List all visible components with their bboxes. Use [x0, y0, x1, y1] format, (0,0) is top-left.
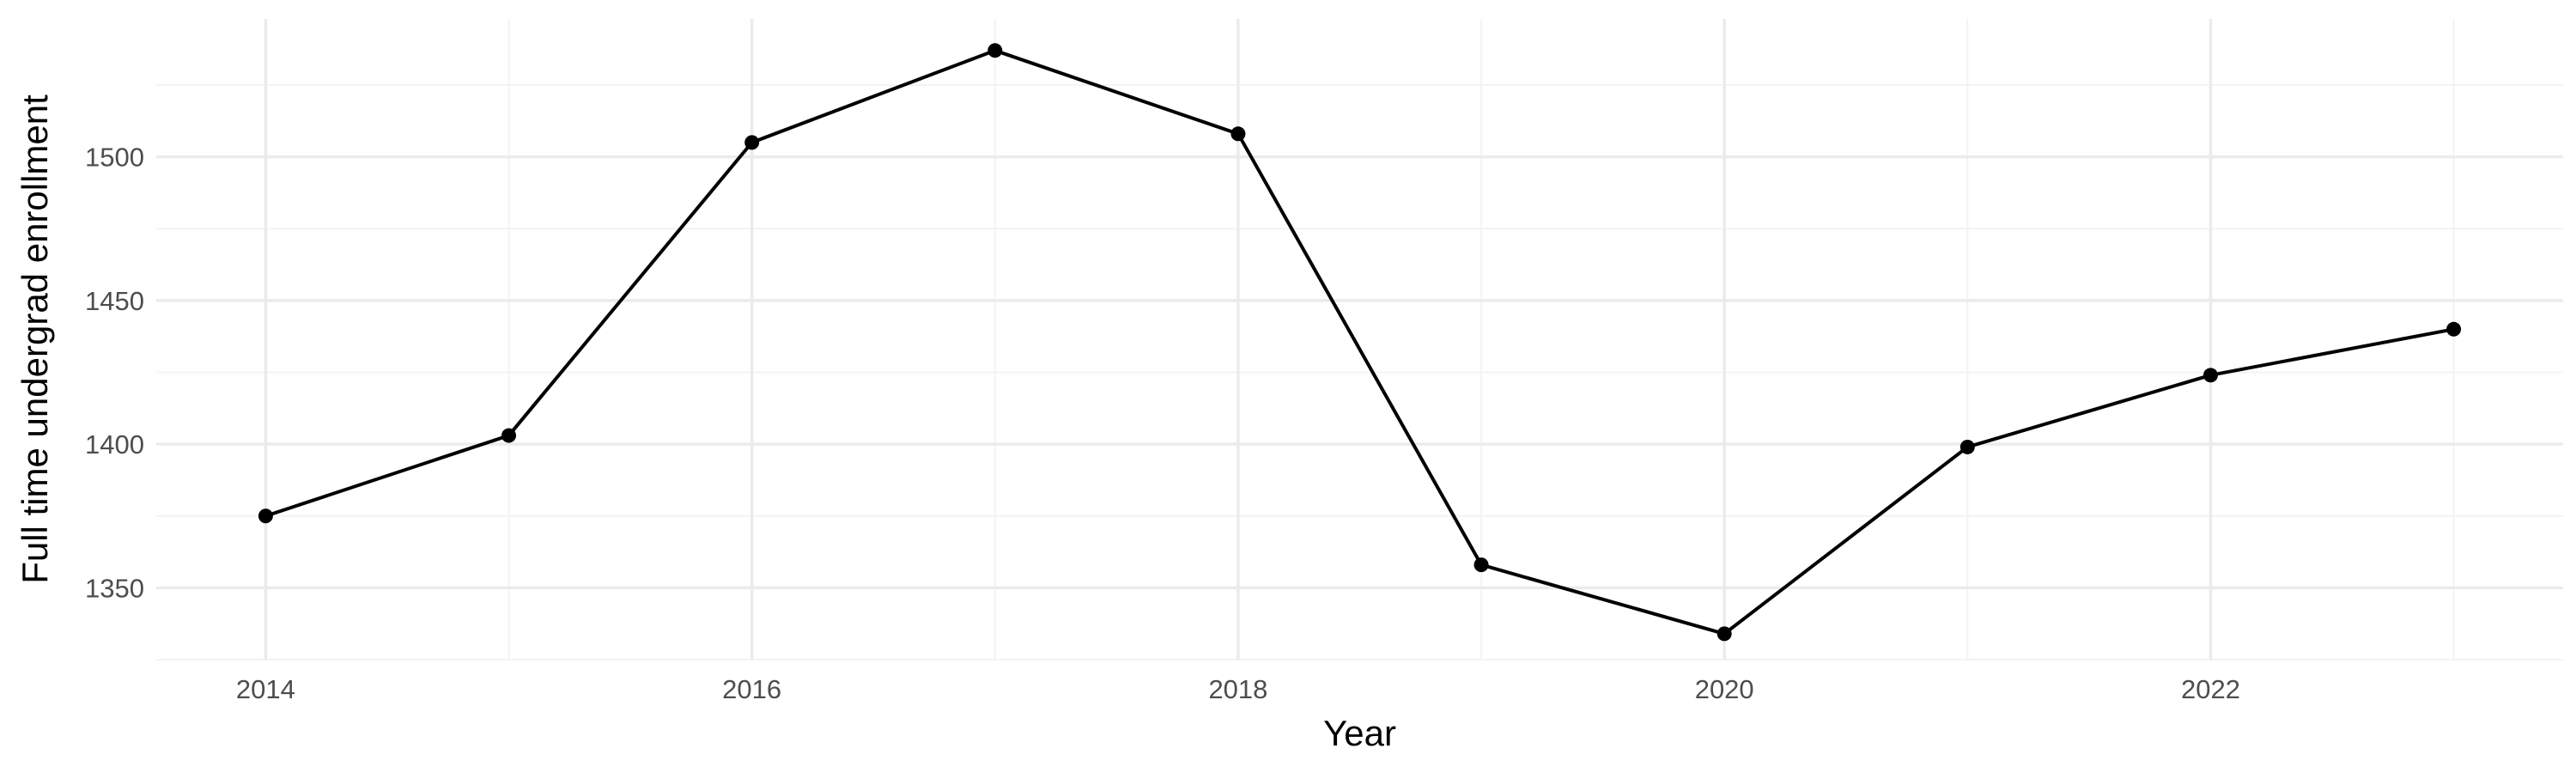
- x-tick-label: 2018: [1208, 674, 1267, 704]
- y-axis-title: Full time undergrad enrollment: [15, 94, 55, 584]
- y-tick-label: 1350: [85, 573, 144, 603]
- x-axis-tick-labels: 2014 2016 2018 2020 2022: [236, 674, 2240, 704]
- x-tick-label: 2014: [236, 674, 295, 704]
- data-point-2021: [1959, 439, 1975, 454]
- data-point-2023: [2446, 321, 2462, 337]
- data-point-2014: [258, 508, 273, 524]
- y-tick-label: 1400: [85, 429, 144, 460]
- data-point-2017: [987, 43, 1003, 58]
- data-point-2015: [501, 428, 517, 443]
- data-point-2022: [2202, 368, 2218, 383]
- x-tick-label: 2022: [2181, 674, 2240, 704]
- data-point-2016: [744, 135, 760, 150]
- data-point-2018: [1230, 126, 1246, 142]
- x-tick-label: 2020: [1695, 674, 1754, 704]
- x-axis-title: Year: [1323, 713, 1396, 753]
- data-point-2020: [1716, 626, 1732, 642]
- y-tick-label: 1500: [85, 143, 144, 173]
- y-axis-tick-labels: 1350 1400 1450 1500: [85, 143, 144, 604]
- series-line-layer: [264, 48, 2454, 636]
- grid-lines: [156, 19, 2563, 660]
- x-tick-label: 2016: [722, 674, 781, 704]
- y-tick-label: 1450: [85, 286, 144, 316]
- data-points: [258, 43, 2462, 642]
- enrollment-series-line: [264, 48, 2454, 636]
- data-point-2019: [1473, 557, 1489, 573]
